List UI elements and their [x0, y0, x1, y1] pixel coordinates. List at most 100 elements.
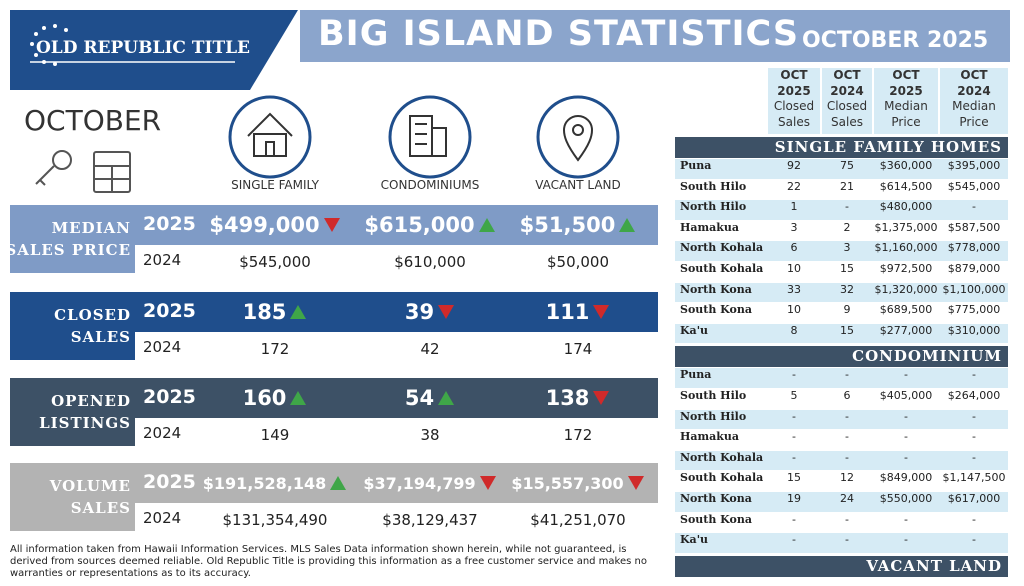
trend-arrow [593, 305, 610, 319]
table-cell: $545,000 [947, 179, 1001, 193]
trend-arrow [479, 476, 496, 490]
logo-band [10, 10, 298, 90]
table-cell: - [792, 409, 796, 423]
area-name: Ka'u [680, 323, 709, 337]
table-cell: $1,375,000 [874, 220, 938, 234]
table-cell: 10 [787, 262, 801, 275]
stat-value: 54 [320, 384, 540, 412]
footnote: All information taken from Hawaii Inform… [10, 544, 647, 579]
column-header-line: 2024 [957, 83, 991, 98]
table-cell: $395,000 [947, 159, 1001, 172]
key-icon [35, 150, 131, 193]
table-cell: 3 [790, 220, 798, 234]
area-name: South Kona [680, 512, 752, 526]
area-name: Hamakua [680, 430, 740, 444]
trend-arrow [593, 391, 610, 405]
table-cell: 15 [840, 262, 854, 275]
stat-value-text: 54 [404, 386, 435, 410]
table-cell: $550,000 [879, 492, 933, 505]
property-type: VACANT LAND [535, 178, 621, 192]
column-header-line: Sales [831, 114, 863, 129]
year: 2024 [143, 424, 182, 442]
stat-value: 185 [165, 298, 385, 326]
area-name: North Kohala [680, 241, 764, 255]
stat-prior: $38,129,437 [382, 511, 478, 529]
column-header-line: Price [891, 114, 921, 129]
stat-value: 111 [468, 298, 688, 326]
table-cell: 92 [787, 159, 801, 172]
stat-prior: 174 [563, 340, 593, 358]
area-name: Ka'u [680, 533, 709, 547]
stat-label: OPENED LISTINGS [10, 378, 135, 446]
stat-label-line: VOLUME [49, 477, 131, 495]
table-row [675, 220, 1008, 241]
table-cell: - [972, 512, 976, 526]
stat-prior: 38 [420, 426, 440, 444]
table-cell: $879,000 [947, 262, 1001, 275]
table-row [675, 512, 1008, 533]
trend-arrow [290, 391, 307, 405]
table-row [675, 471, 1008, 491]
stat-value-text: 160 [242, 386, 287, 410]
stat-prior: $50,000 [546, 253, 610, 271]
stat-value: 138 [468, 384, 688, 412]
table-cell: - [845, 430, 849, 444]
table-cell: 12 [840, 471, 854, 485]
year: 2025 [143, 471, 196, 493]
column-header-line: OCT [892, 68, 920, 82]
trend-arrow [438, 305, 455, 319]
table-row [675, 492, 1008, 512]
year: 2024 [143, 509, 182, 527]
column-header-line: Median [952, 99, 996, 113]
area-name: North Kohala [680, 450, 764, 464]
table-cell: $849,000 [879, 471, 933, 485]
table-row [675, 323, 1008, 344]
stat-value: 160 [165, 384, 385, 412]
column-header-line: 2025 [889, 83, 923, 98]
column-header-line: Closed [826, 99, 868, 113]
stat-prior: 42 [420, 340, 440, 358]
table-cell: 15 [840, 323, 854, 337]
logo-text: OLD REPUBLIC TITLE [36, 38, 251, 58]
year: 2024 [143, 251, 182, 269]
table-cell: $1,147,500 [942, 471, 1006, 485]
stat-label: CLOSED SALES [10, 292, 135, 360]
stat-value-text: $191,528,148 [202, 473, 327, 493]
area-name: South Kohala [680, 471, 764, 485]
table-cell: 2 [843, 220, 851, 234]
table-cell: - [792, 368, 796, 382]
stat-label-line: CLOSED [54, 306, 131, 324]
table-cell: 6 [843, 389, 851, 402]
section-header: CONDOMINIUM [675, 346, 1008, 368]
column-header-line: OCT [960, 68, 988, 82]
year: 2025 [143, 386, 196, 408]
table-cell: - [845, 450, 849, 464]
table-cell: $778,000 [947, 241, 1001, 255]
table-cell: - [792, 512, 796, 526]
table-cell: 22 [787, 179, 801, 193]
table-cell: $277,000 [879, 323, 933, 337]
column-header: OCT 2025 Median Price [874, 68, 938, 134]
stat-prior: 172 [260, 340, 290, 358]
table-cell: - [904, 409, 908, 423]
table-cell: 19 [787, 492, 801, 505]
table-cell: 32 [840, 282, 854, 296]
table-cell: 8 [790, 323, 798, 337]
stat-label: VOLUME SALES [10, 463, 135, 531]
area-name: North Kona [680, 492, 752, 505]
table-cell: 10 [787, 303, 801, 317]
column-header-line: Closed [773, 99, 815, 113]
table-row [675, 409, 1008, 430]
table-cell: 24 [840, 492, 854, 505]
table-cell: 3 [843, 241, 851, 255]
title: BIG ISLAND STATISTICS [318, 14, 800, 54]
table-cell: $405,000 [879, 389, 933, 402]
column-header-line: OCT [780, 68, 808, 82]
table-cell: $360,000 [879, 159, 933, 172]
stat-prior: $41,251,070 [530, 511, 626, 529]
area-name: South Kohala [680, 262, 764, 275]
column-header-line: Median [884, 99, 928, 113]
table-cell: - [845, 200, 849, 214]
trend-arrow [330, 476, 347, 490]
column-header-line: OCT [833, 68, 861, 82]
